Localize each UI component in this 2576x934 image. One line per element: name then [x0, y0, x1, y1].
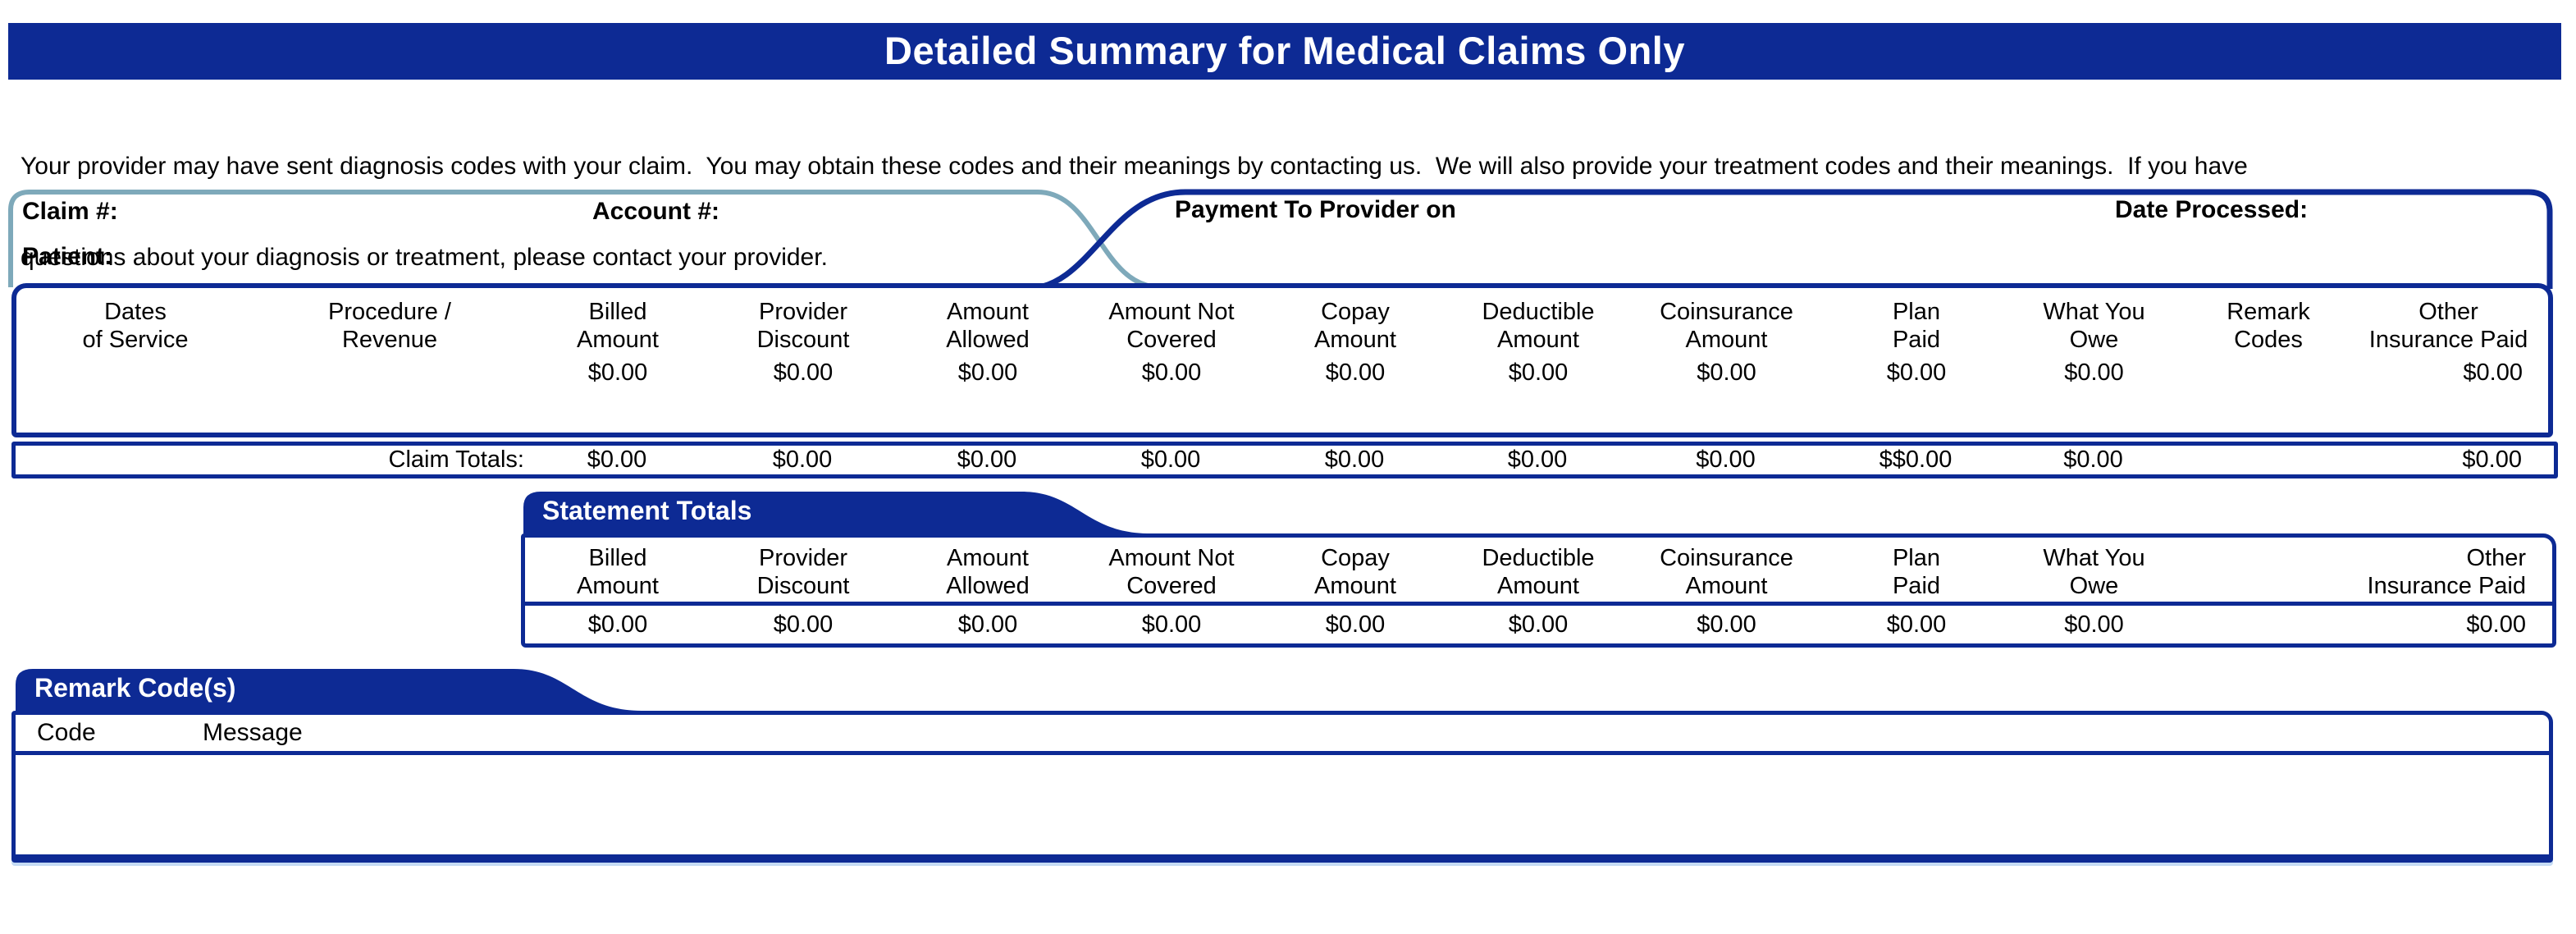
col-header-other-insurance: Other Insurance Paid — [2368, 299, 2528, 353]
col-header-plan-paid: Plan Paid — [1892, 299, 1941, 353]
col-header-what-you-owe: What You Owe — [2043, 299, 2145, 353]
stmt-col-coinsurance-amount: Coinsurance Amount — [1660, 545, 1793, 599]
claim-total-billed-amount: $0.00 — [587, 446, 647, 473]
stmt-col-copay-amount: Copay Amount — [1314, 545, 1396, 599]
payment-to-provider-label: Payment To Provider on — [1175, 196, 1456, 223]
detail-value-procedure — [254, 360, 525, 386]
claim-totals-label: Claim Totals: — [388, 446, 524, 473]
col-header-copay-amount: Copay Amount — [1314, 299, 1396, 353]
detail-value-dates — [16, 360, 254, 386]
stmt-col-plan-paid: Plan Paid — [1892, 545, 1941, 599]
detail-value-coinsurance-amount: $0.00 — [1697, 359, 1756, 386]
stmt-value-billed-amount: $0.00 — [587, 611, 648, 638]
title-bar: Detailed Summary for Medical Claims Only — [8, 23, 2561, 80]
stmt-col-other-insurance: Other Insurance Paid — [2367, 545, 2526, 599]
detail-value-other-insurance: $0.00 — [2463, 359, 2523, 386]
claim-detail-table: Dates of Service Procedure / Revenue Bil… — [11, 283, 2553, 437]
col-header-procedure-revenue: Procedure / Revenue — [328, 299, 451, 353]
claim-header-outline — [8, 189, 2553, 292]
statement-totals-table: Billed Amount Provider Discount Amount A… — [521, 533, 2556, 648]
stmt-col-what-you-owe: What You Owe — [2043, 545, 2145, 599]
stmt-value-copay-amount: $0.00 — [1325, 611, 1386, 638]
claim-number-label: Claim #: — [22, 198, 118, 225]
col-header-dates-of-service: Dates of Service — [82, 299, 189, 353]
claim-totals-row: Claim Totals: $0.00 $0.00 $0.00 $0.00 $0… — [11, 442, 2558, 478]
claim-total-copay-amount: $0.00 — [1324, 446, 1385, 473]
detail-values-row: $0.00 $0.00 $0.00 $0.00 $0.00 $0.00 $0.0… — [16, 360, 2548, 386]
statement-totals-tab-label: Statement Totals — [542, 496, 752, 525]
detail-value-billed-amount: $0.00 — [587, 359, 648, 386]
detail-value-remark-codes — [2179, 360, 2358, 386]
detail-value-what-you-owe: $0.00 — [2064, 359, 2124, 386]
stmt-value-deductible-amount: $0.00 — [1508, 611, 1569, 638]
claim-header: Claim #: Account #: Patient: Payment To … — [0, 187, 2576, 294]
payment-box-swoosh — [1025, 189, 2553, 292]
detail-value-provider-discount: $0.00 — [773, 359, 834, 386]
claim-total-deductible-amount: $0.00 — [1507, 446, 1568, 473]
statement-divider — [524, 602, 2553, 606]
stmt-value-amount-not-covered: $0.00 — [1141, 611, 1202, 638]
detail-value-plan-paid: $0.00 — [1886, 359, 1947, 386]
remark-code-column-label: Code — [37, 719, 96, 746]
detail-value-copay-amount: $0.00 — [1325, 359, 1386, 386]
statement-totals-tab-shape — [523, 492, 1149, 533]
statement-header-row: Billed Amount Provider Discount Amount A… — [525, 538, 2552, 600]
claim-total-plan-paid: $$0.00 — [1879, 446, 1953, 473]
col-header-coinsurance-amount: Coinsurance Amount — [1660, 299, 1793, 353]
stmt-col-billed-amount: Billed Amount — [577, 545, 659, 599]
stmt-value-plan-paid: $0.00 — [1886, 611, 1947, 638]
intro-line-2: questions about your diagnosis or treatm… — [21, 244, 828, 271]
page-title: Detailed Summary for Medical Claims Only — [884, 29, 1685, 72]
remark-message-column-label: Message — [203, 719, 303, 746]
detail-value-amount-not-covered: $0.00 — [1141, 359, 1202, 386]
date-processed-label: Date Processed: — [2115, 196, 2309, 223]
patient-label: Patient: — [22, 243, 113, 270]
detail-value-deductible-amount: $0.00 — [1508, 359, 1569, 386]
statement-values-row: $0.00 $0.00 $0.00 $0.00 $0.00 $0.00 $0.0… — [525, 606, 2552, 643]
remark-codes-tab-label: Remark Code(s) — [34, 673, 236, 703]
remark-empty-area — [16, 755, 2549, 854]
claim-total-coinsurance-amount: $0.00 — [1696, 446, 1756, 473]
col-header-amount-not-covered: Amount Not Covered — [1108, 299, 1235, 353]
col-header-remark-codes: Remark Codes — [2227, 299, 2310, 353]
stmt-value-amount-allowed: $0.00 — [957, 611, 1018, 638]
remark-codes-box: Code Message — [11, 711, 2553, 863]
stmt-value-other-insurance: $0.00 — [2466, 611, 2526, 638]
col-header-provider-discount: Provider Discount — [756, 299, 850, 353]
statement-totals-tab: Statement Totals — [519, 489, 1153, 533]
claim-total-amount-not-covered: $0.00 — [1140, 446, 1201, 473]
col-header-amount-allowed: Amount Allowed — [946, 299, 1030, 353]
remark-header-divider — [16, 751, 2549, 755]
stmt-value-provider-discount: $0.00 — [773, 611, 834, 638]
remark-header-row: Code Message — [16, 715, 2549, 751]
detail-header-row: Dates of Service Procedure / Revenue Bil… — [16, 288, 2548, 354]
claim-total-amount-allowed: $0.00 — [957, 446, 1017, 473]
stmt-col-amount-not-covered: Amount Not Covered — [1108, 545, 1235, 599]
remark-codes-tab-shape — [16, 669, 642, 711]
stmt-col-amount-allowed: Amount Allowed — [946, 545, 1030, 599]
claim-total-provider-discount: $0.00 — [772, 446, 833, 473]
stmt-value-what-you-owe: $0.00 — [2064, 611, 2124, 638]
col-header-deductible-amount: Deductible Amount — [1482, 299, 1595, 353]
claim-total-other-insurance: $0.00 — [2462, 446, 2522, 473]
intro-paragraph: Your provider may have sent diagnosis co… — [21, 90, 2560, 333]
account-number-label: Account #: — [592, 198, 720, 225]
claim-box-swoosh — [8, 190, 1162, 290]
stmt-col-provider-discount: Provider Discount — [756, 545, 850, 599]
claim-total-what-you-owe: $0.00 — [2063, 446, 2123, 473]
detail-value-amount-allowed: $0.00 — [957, 359, 1018, 386]
col-header-billed-amount: Billed Amount — [577, 299, 659, 353]
stmt-col-deductible-amount: Deductible Amount — [1482, 545, 1595, 599]
remark-codes-tab: Remark Code(s) — [11, 666, 645, 711]
stmt-value-coinsurance-amount: $0.00 — [1697, 611, 1756, 638]
intro-line-1: Your provider may have sent diagnosis co… — [21, 153, 2248, 180]
